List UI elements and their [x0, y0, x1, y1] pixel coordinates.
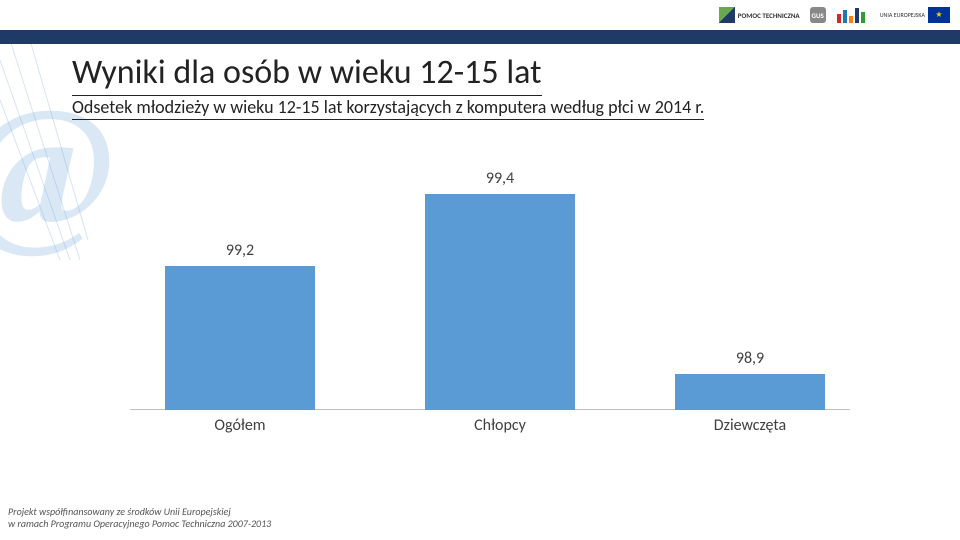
- category-label: Dziewczęta: [660, 416, 840, 435]
- value-label: 98,9: [660, 349, 840, 368]
- logo-icon: [836, 6, 870, 24]
- bar: [425, 194, 575, 410]
- bar: [165, 266, 315, 410]
- category-label: Ogółem: [150, 416, 330, 435]
- pomoc-techniczna-logo: POMOC TECHNICZNA: [719, 4, 800, 26]
- logo-icon: GUS: [810, 7, 826, 23]
- gus-logo: GUS: [810, 4, 826, 26]
- category-axis: Ogółem Chłopcy Dziewczęta: [130, 410, 850, 440]
- bar: [675, 374, 825, 410]
- eu-flag-icon: ★: [928, 7, 950, 23]
- page-title: Wyniki dla osób w wieku 12-15 lat: [72, 52, 542, 96]
- footer-line-2: w ramach Programu Operacyjnego Pomoc Tec…: [8, 518, 271, 530]
- value-label: 99,4: [410, 169, 590, 188]
- bar-chart: 99,2 99,4 98,9 Ogółem Chłopcy Dziewczęta: [130, 150, 850, 440]
- top-bar: [0, 30, 960, 44]
- logo-strip: POMOC TECHNICZNA GUS UNIA EUROPEJSKA ★: [719, 4, 950, 26]
- logo-label: POMOC TECHNICZNA: [738, 11, 800, 20]
- eu-logo: UNIA EUROPEJSKA ★: [880, 4, 950, 26]
- value-label: 99,2: [150, 241, 330, 260]
- page-subtitle: Odsetek młodzieży w wieku 12-15 lat korz…: [72, 96, 704, 120]
- footer-note: Projekt współfinansowany ze środków Unii…: [8, 506, 271, 530]
- logo-label: UNIA EUROPEJSKA: [880, 12, 925, 18]
- strategia-logo: [836, 4, 870, 26]
- category-label: Chłopcy: [410, 416, 590, 435]
- page-root: @ POMOC TECHNICZNA GUS UNIA EU: [0, 0, 960, 540]
- logo-icon: [719, 7, 735, 23]
